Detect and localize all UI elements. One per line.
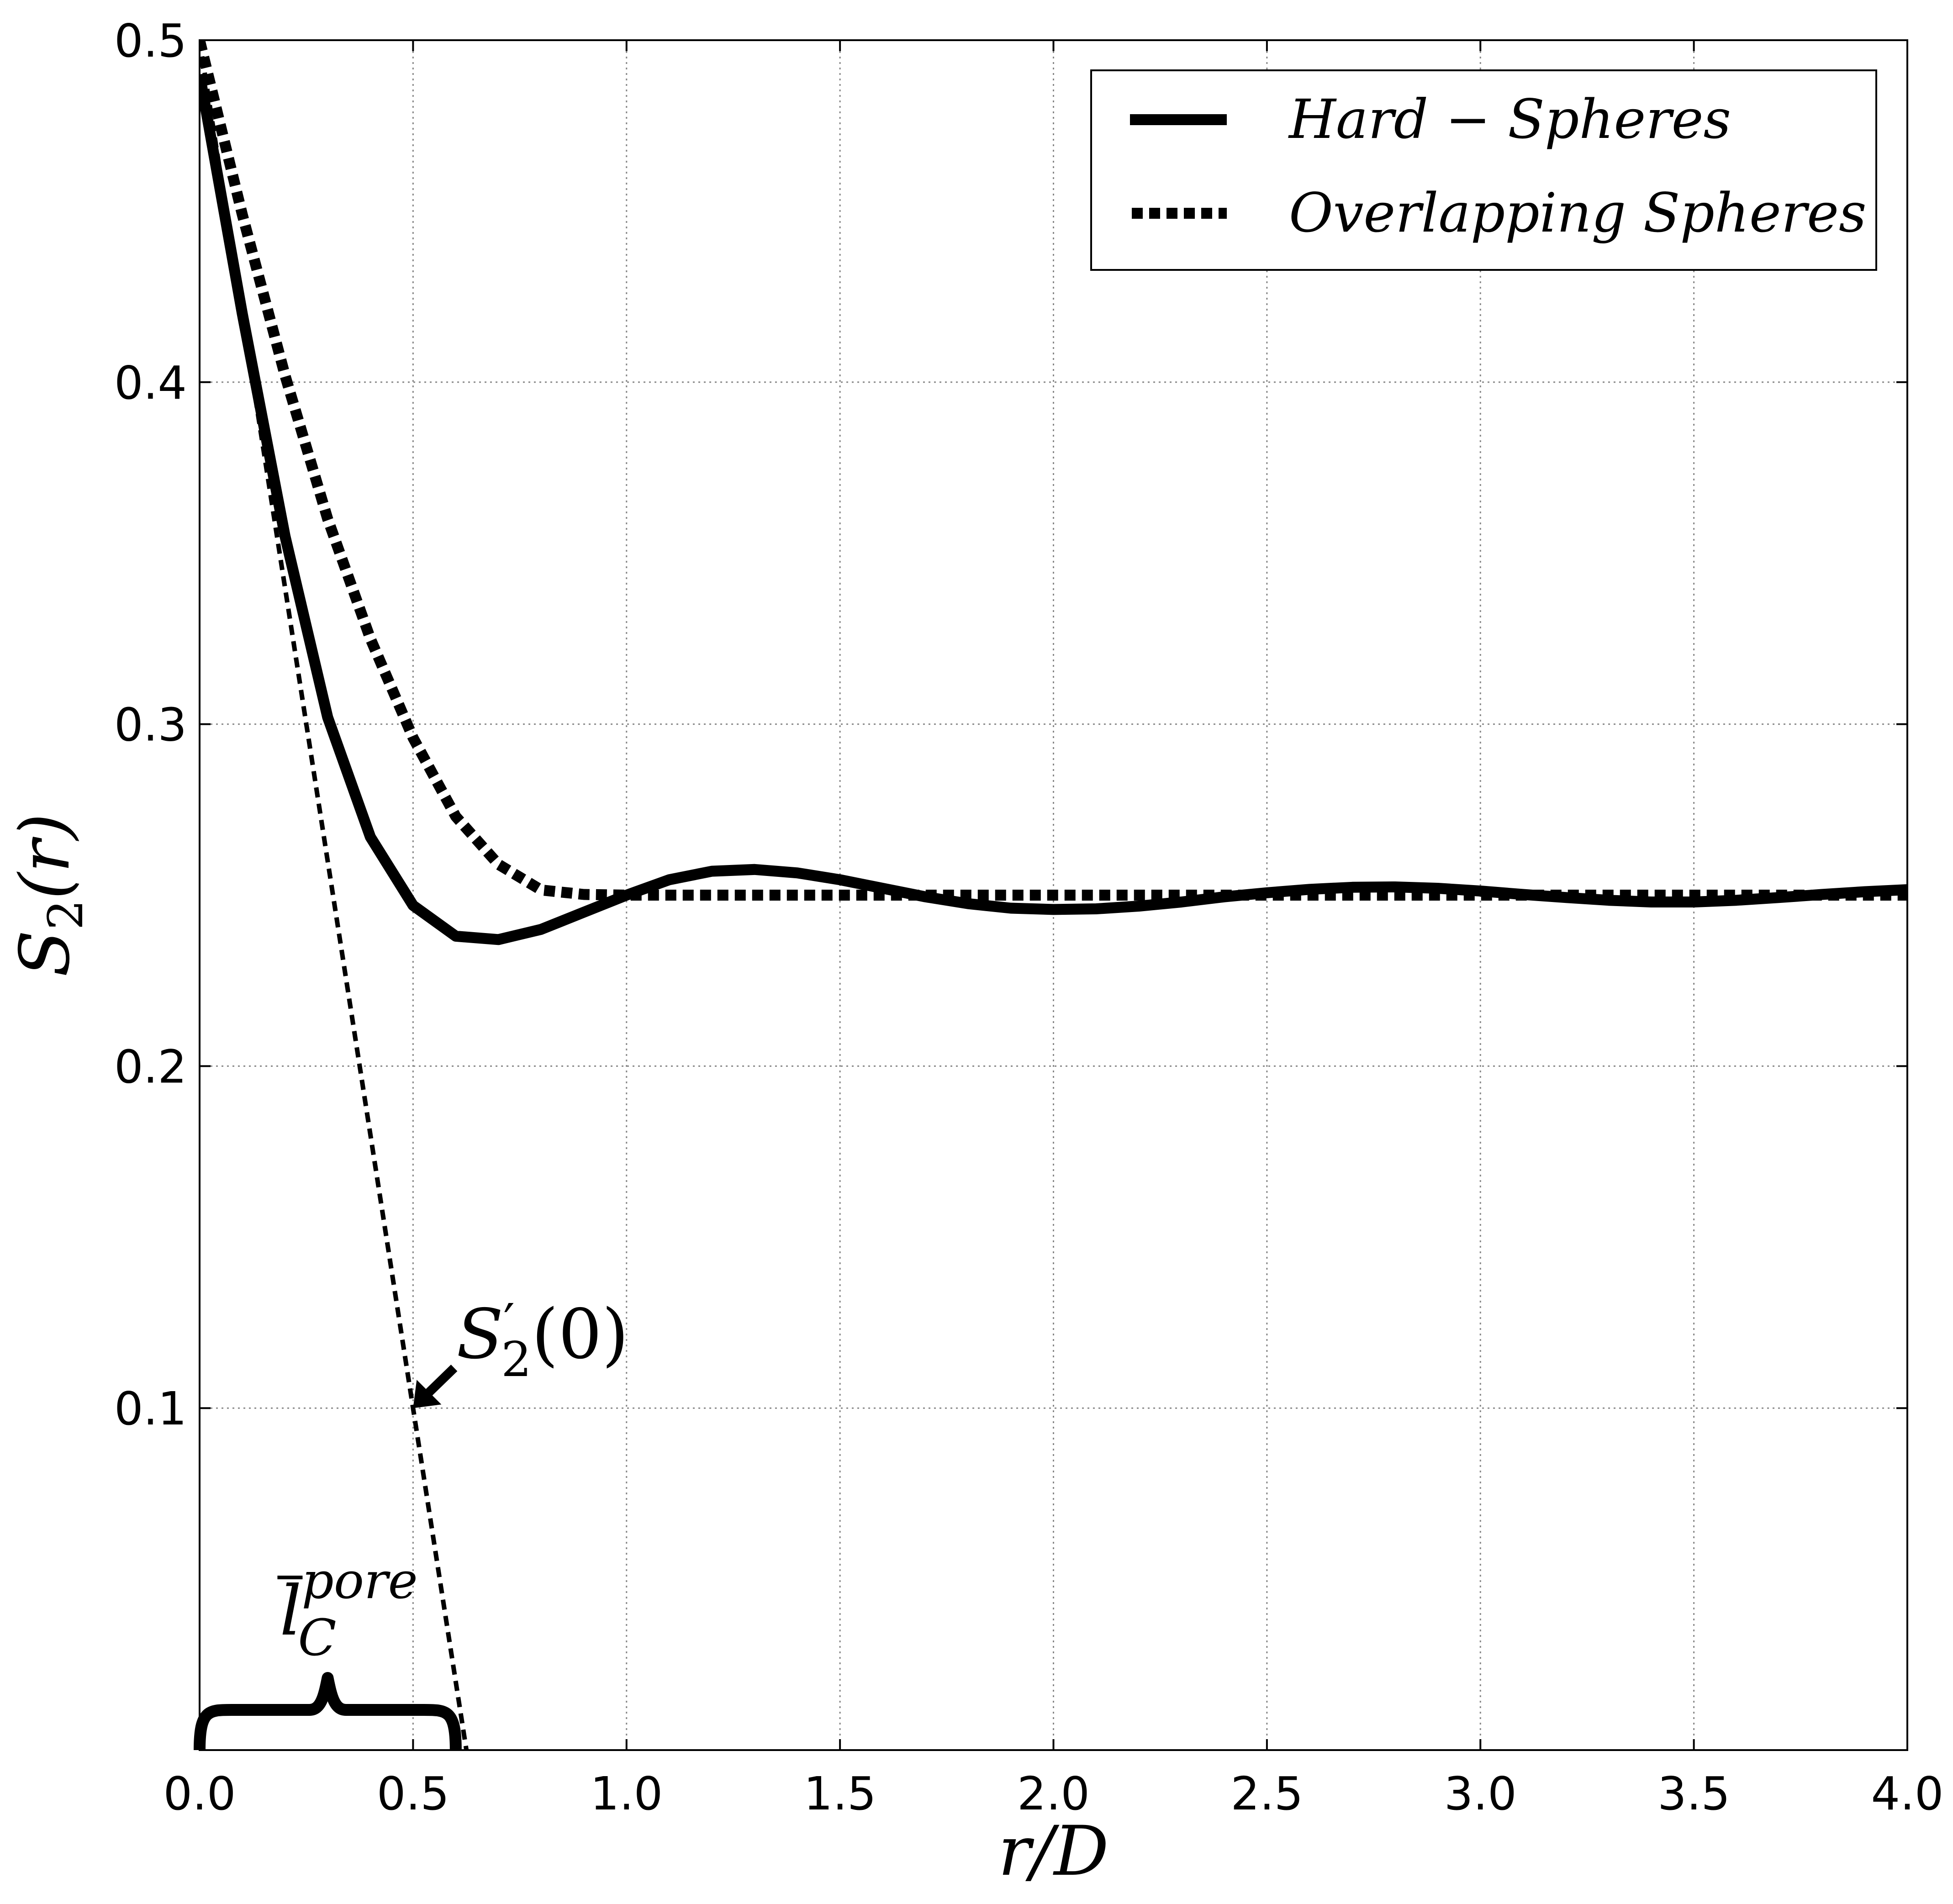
brace-bracket <box>194 1672 462 1751</box>
legend-box <box>1090 69 1877 271</box>
annotation-layer: S′ 2(0) lpore C <box>194 1293 628 1751</box>
legend-label-overlapping-spheres: Overlapping Spheres <box>1289 181 1867 244</box>
x-axis-label: r/D <box>998 1812 1109 1891</box>
annotation-l-c-pore: lpore C <box>280 1551 417 1667</box>
x-tick-label: 2.0 <box>1017 1767 1090 1820</box>
y-axis-label: S2(r) <box>5 813 94 977</box>
x-tick-label: 4.0 <box>1871 1767 1943 1820</box>
x-tick-label: 1.0 <box>590 1767 663 1820</box>
x-tick-label: 0.0 <box>163 1767 236 1820</box>
annotation-s2-prime: S′ 2(0) <box>456 1293 628 1387</box>
x-tick-label: 3.5 <box>1657 1767 1730 1820</box>
x-tick-label: 1.5 <box>804 1767 876 1820</box>
tangent-line-s2-prime <box>200 40 469 1750</box>
tick-layer: 0.0 0.5 1.0 1.5 2.0 2.5 3.0 3.5 4.0 0.1 0.2 0.3 0.4 0… <box>114 14 1944 1820</box>
legend: Hard − Spheres Overlapping Spheres <box>1090 69 1877 271</box>
x-tick-label: 2.5 <box>1230 1767 1303 1820</box>
y-tick-label: 0.5 <box>114 14 187 68</box>
y-tick-label: 0.2 <box>114 1040 187 1093</box>
curve-layer <box>200 40 1907 1750</box>
x-tick-label: 0.5 <box>377 1767 449 1820</box>
y-tick-label: 0.3 <box>114 698 187 752</box>
y-tick-label: 0.1 <box>114 1382 187 1435</box>
y-tick-label: 0.4 <box>114 356 187 410</box>
annotation-arrow-head <box>413 1380 442 1408</box>
legend-label-hard-spheres: Hard − Spheres <box>1288 88 1731 151</box>
x-tick-label: 3.0 <box>1444 1767 1517 1820</box>
series-line-hard-spheres <box>200 73 1907 945</box>
